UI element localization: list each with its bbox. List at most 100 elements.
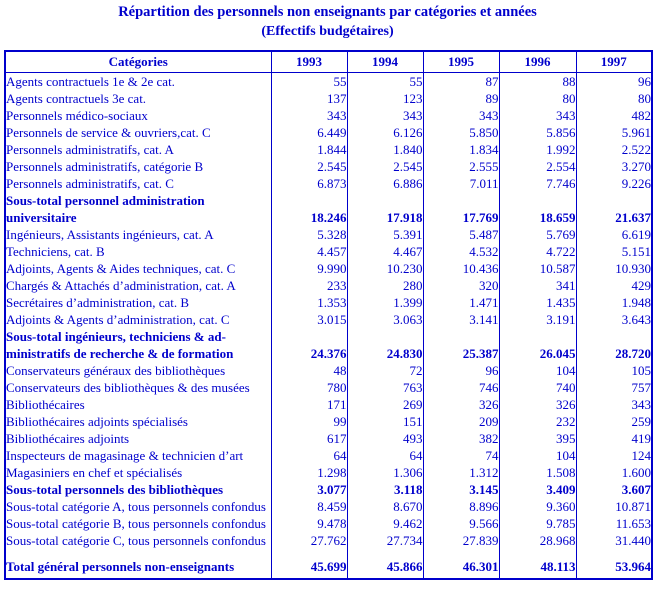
row-label-line: ministratifs de recherche & de formation xyxy=(6,346,234,361)
table-row: Adjoints, Agents & Aides techniques, cat… xyxy=(4,260,652,277)
row-label: Bibliothécaires adjoints xyxy=(4,430,271,447)
value-cell: 320 xyxy=(422,277,499,294)
value-cell: 746 xyxy=(422,379,499,396)
row-label: Sous-total ingénieurs, techniciens & ad-… xyxy=(4,328,271,362)
value-cell: 5.856 xyxy=(498,124,576,141)
value-cell: 2.545 xyxy=(270,158,347,175)
value-cell: 11.653 xyxy=(575,515,652,532)
value-cell: 343 xyxy=(575,396,652,413)
value-cell: 4.457 xyxy=(270,243,347,260)
row-label: Agents contractuels 3e cat. xyxy=(4,90,271,107)
row-label: Sous-total personnel administration unive… xyxy=(4,192,271,226)
row-label-line: universitaire xyxy=(6,210,77,225)
value-cell: 5.151 xyxy=(575,243,652,260)
value-cell: 233 xyxy=(270,277,347,294)
row-label: Chargés & Attachés d’administration, cat… xyxy=(4,277,271,294)
value-cell: 10.871 xyxy=(575,498,652,515)
value-cell: 64 xyxy=(346,447,423,464)
value-cell: 1.948 xyxy=(575,294,652,311)
row-label: Inspecteurs de magasinage & technicien d… xyxy=(4,447,271,464)
value-cell: 3.015 xyxy=(270,311,347,328)
value-cell: 4.467 xyxy=(346,243,423,260)
row-label: Bibliothécaires adjoints spécialisés xyxy=(4,413,271,430)
value-cell: 9.462 xyxy=(346,515,423,532)
value-cell: 763 xyxy=(346,379,423,396)
value-cell: 28.720 xyxy=(575,328,652,362)
value-cell: 25.387 xyxy=(422,328,499,362)
value-cell: 5.328 xyxy=(270,226,347,243)
row-label: Ingénieurs, Assistants ingénieurs, cat. … xyxy=(4,226,271,243)
row-label: Agents contractuels 1e & 2e cat. xyxy=(4,72,271,90)
value-cell: 6.619 xyxy=(575,226,652,243)
value-cell: 1.353 xyxy=(270,294,347,311)
value-cell: 10.587 xyxy=(498,260,576,277)
value-cell: 1.435 xyxy=(498,294,576,311)
value-cell: 123 xyxy=(346,90,423,107)
value-cell: 3.118 xyxy=(346,481,423,498)
value-cell: 28.968 xyxy=(498,532,576,549)
value-cell: 46.301 xyxy=(422,549,499,579)
table-row: Bibliothécaires adjoints spécialisés 99 15… xyxy=(4,413,652,430)
page-title: Répartition des personnels non enseignan… xyxy=(118,4,537,20)
value-cell: 5.769 xyxy=(498,226,576,243)
table-row: Sous-total personnel administration unive… xyxy=(4,192,652,226)
value-cell: 1.844 xyxy=(270,141,347,158)
row-label: Conservateurs des bibliothèques & des mu… xyxy=(4,379,271,396)
table-row: Bibliothécaires adjoints 617 493 382 395 419 xyxy=(4,430,652,447)
value-cell: 5.961 xyxy=(575,124,652,141)
value-cell: 5.487 xyxy=(422,226,499,243)
value-cell: 7.746 xyxy=(498,175,576,192)
value-cell: 740 xyxy=(498,379,576,396)
value-cell: 9.226 xyxy=(575,175,652,192)
value-cell: 137 xyxy=(270,90,347,107)
value-cell: 18.659 xyxy=(498,192,576,226)
row-label: Secrétaires d’administration, cat. B xyxy=(4,294,271,311)
year-column-header: 1993 xyxy=(270,51,347,73)
value-cell: 3.145 xyxy=(422,481,499,498)
value-cell: 9.566 xyxy=(422,515,499,532)
table-row: Sous-total catégorie B, tous personnels … xyxy=(4,515,652,532)
value-cell: 96 xyxy=(575,72,652,90)
value-cell: 395 xyxy=(498,430,576,447)
value-cell: 26.045 xyxy=(498,328,576,362)
value-cell: 780 xyxy=(270,379,347,396)
value-cell: 4.532 xyxy=(422,243,499,260)
value-cell: 1.306 xyxy=(346,464,423,481)
value-cell: 96 xyxy=(422,362,499,379)
value-cell: 6.449 xyxy=(270,124,347,141)
table-row: Secrétaires d’administration, cat. B 1.35… xyxy=(4,294,652,311)
value-cell: 45.699 xyxy=(270,549,347,579)
value-cell: 1.600 xyxy=(575,464,652,481)
table-row: Adjoints & Agents d’administration, cat.… xyxy=(4,311,652,328)
value-cell: 55 xyxy=(346,72,423,90)
table-header-row: Catégories 1993 1994 1995 1996 1997 xyxy=(4,51,652,73)
table-row: Sous-total ingénieurs, techniciens & ad-… xyxy=(4,328,652,362)
page-subtitle: (Effectifs budgétaires) xyxy=(261,24,394,39)
row-label: Personnels administratifs, cat. C xyxy=(4,175,271,192)
value-cell: 1.840 xyxy=(346,141,423,158)
year-column-header: 1996 xyxy=(498,51,576,73)
row-label: Sous-total catégorie C, tous personnels … xyxy=(4,532,271,549)
row-label: Sous-total personnels des bibliothèques xyxy=(4,481,271,498)
value-cell: 3.191 xyxy=(498,311,576,328)
value-cell: 3.270 xyxy=(575,158,652,175)
value-cell: 9.990 xyxy=(270,260,347,277)
value-cell: 80 xyxy=(575,90,652,107)
value-cell: 27.734 xyxy=(346,532,423,549)
value-cell: 1.471 xyxy=(422,294,499,311)
table-row: Sous-total catégorie A, tous personnels … xyxy=(4,498,652,515)
value-cell: 48 xyxy=(270,362,347,379)
row-label: Conservateurs généraux des bibliothèques xyxy=(4,362,271,379)
value-cell: 80 xyxy=(498,90,576,107)
row-label: Bibliothécaires xyxy=(4,396,271,413)
value-cell: 259 xyxy=(575,413,652,430)
table-row: Agents contractuels 3e cat. 137 123 89 80 80 xyxy=(4,90,652,107)
row-label: Sous-total catégorie A, tous personnels … xyxy=(4,498,271,515)
value-cell: 1.834 xyxy=(422,141,499,158)
value-cell: 10.230 xyxy=(346,260,423,277)
value-cell: 31.440 xyxy=(575,532,652,549)
personnel-table: Catégories 1993 1994 1995 1996 1997 Agen… xyxy=(4,50,653,580)
value-cell: 27.762 xyxy=(270,532,347,549)
